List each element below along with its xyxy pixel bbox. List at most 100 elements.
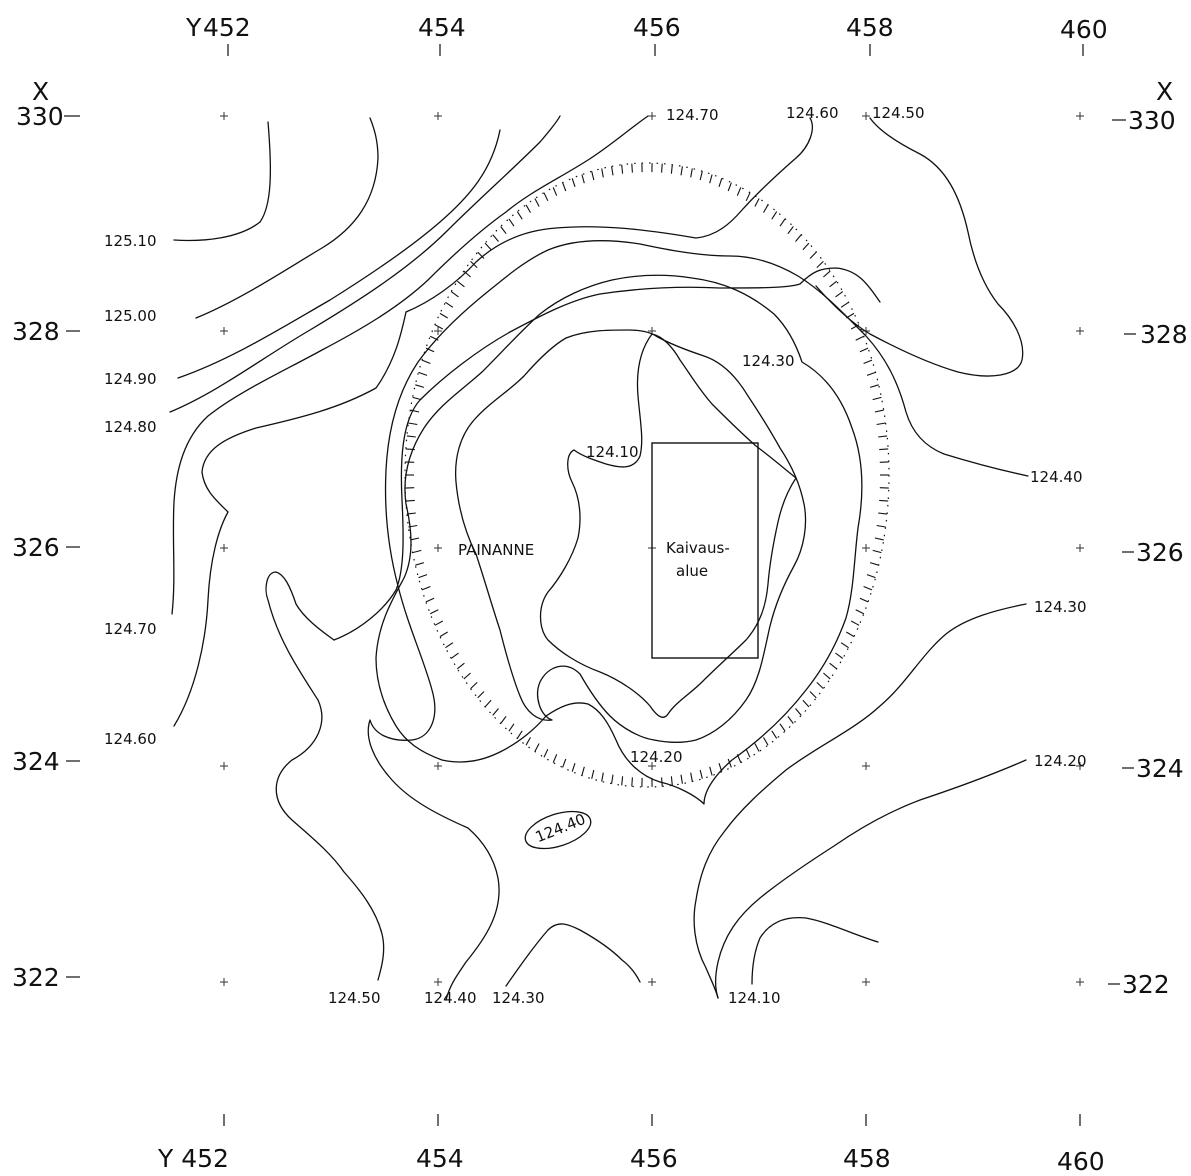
- hachure-tick: [876, 524, 886, 528]
- hachure-tick: [406, 512, 416, 515]
- bottom-y-tick-label: Y 452: [157, 1144, 229, 1173]
- hachure-tick: [434, 620, 444, 626]
- hachure-tick: [795, 708, 802, 716]
- hachure-tick: [661, 163, 663, 173]
- hachure-tick: [823, 672, 831, 680]
- contour-label: 124.10: [586, 443, 639, 461]
- contour-line: [524, 810, 592, 850]
- contour-label: 124.20: [1034, 752, 1087, 770]
- contour-line: [715, 759, 1027, 999]
- top-y-tick-label: 454: [418, 13, 466, 42]
- hachure-tick: [421, 359, 431, 365]
- hachure-tick: [835, 652, 844, 659]
- hachure-tick: [410, 537, 420, 541]
- hachure-tick: [690, 168, 693, 178]
- contour-line: [265, 571, 385, 981]
- contour-label: 124.40: [424, 989, 477, 1007]
- hachure-tick: [406, 435, 416, 438]
- hachure-tick: [408, 524, 418, 528]
- hachure-tick: [787, 226, 794, 235]
- hachure-tick: [425, 347, 435, 353]
- top-y-tick-label: 456: [633, 13, 681, 42]
- contour-line: [367, 239, 1029, 1001]
- hachure-tick: [552, 754, 558, 763]
- hachure-tick: [470, 681, 478, 690]
- top-y-tick-label: 452: [203, 13, 251, 42]
- hachure-tick: [795, 234, 802, 242]
- contour-line: [333, 267, 881, 641]
- depression-label: PAINANNE: [458, 541, 534, 559]
- hachure-tick: [879, 499, 889, 502]
- hachure-tick: [727, 182, 732, 192]
- contour-line: [751, 916, 879, 985]
- contour-label: 124.90: [104, 370, 157, 388]
- top-y-axis: Y 452 454 456 458 460: [185, 13, 1108, 56]
- right-x-tick-label: 326: [1136, 538, 1184, 567]
- hachure-tick: [525, 204, 531, 213]
- hachure-tick: [872, 549, 882, 554]
- hachure-tick: [516, 211, 523, 220]
- hachure-tick: [840, 301, 849, 308]
- hachure-tick: [809, 691, 817, 699]
- hachure-tick: [631, 777, 633, 787]
- hachure-tick: [470, 260, 478, 269]
- hachure-tick: [591, 769, 595, 779]
- contour-label: 124.80: [104, 418, 157, 436]
- excavation-area-label-line1: Kaivaus-: [666, 539, 730, 557]
- hachure-tick: [670, 164, 673, 174]
- hachure-tick: [601, 772, 604, 782]
- left-x-tick-label: 324: [12, 747, 60, 776]
- top-y-prefix: Y: [185, 13, 202, 42]
- hachure-tick: [763, 737, 769, 746]
- top-y-tick-label: 458: [846, 13, 894, 42]
- hachure-tick: [581, 766, 585, 776]
- right-x-tick-label: 330: [1128, 106, 1176, 135]
- hachure-tick: [601, 168, 604, 178]
- contour-line: [454, 329, 807, 743]
- contour-label: 124.60: [104, 730, 157, 748]
- hachure-tick: [863, 359, 873, 365]
- hachure-tick: [552, 187, 558, 196]
- hachure-tick: [855, 335, 865, 341]
- hachure-tick: [418, 574, 428, 579]
- hachure-tick: [718, 178, 723, 187]
- hachure-tick: [661, 777, 663, 787]
- contour-line: [693, 603, 1027, 999]
- contour-label: 124.40: [1030, 468, 1083, 486]
- contour-line: [505, 923, 641, 987]
- hachure-tick: [866, 371, 876, 376]
- hachure-tick: [840, 642, 849, 649]
- hachure-tick: [516, 730, 523, 739]
- contour-label: 124.50: [872, 104, 925, 122]
- hachure-tick: [745, 192, 751, 202]
- hachure-tick: [412, 549, 422, 554]
- hachure-tick: [591, 171, 595, 181]
- contour-line: [177, 129, 501, 379]
- hachure-tick: [492, 708, 499, 716]
- left-x-tick-label: 326: [12, 533, 60, 562]
- hachure-tick: [439, 312, 448, 319]
- hachure-tick: [415, 384, 425, 388]
- contour-label: 124.30: [492, 989, 545, 1007]
- contour-line: [405, 117, 813, 313]
- depression-outline: [404, 162, 890, 788]
- hachure-tick: [690, 772, 693, 782]
- hachure-tick: [771, 730, 778, 739]
- hachure-tick: [500, 226, 507, 235]
- hachure-tick: [745, 748, 751, 758]
- hachure-tick: [450, 291, 459, 298]
- hachure-tick: [543, 192, 549, 202]
- hachure-tick: [525, 737, 531, 746]
- hachure-tick: [846, 631, 855, 638]
- contour-label: 125.10: [104, 232, 157, 250]
- depression-hachures: [405, 163, 889, 787]
- contour-label: 125.00: [104, 307, 157, 325]
- contour-label: 124.70: [666, 106, 719, 124]
- bottom-y-tick-label: 456: [630, 1144, 678, 1173]
- hachure-tick: [709, 766, 713, 776]
- contour-label: 124.60: [786, 104, 839, 122]
- hachure-tick: [779, 723, 786, 732]
- hachure-tick: [829, 280, 838, 288]
- hachure-tick: [415, 562, 425, 566]
